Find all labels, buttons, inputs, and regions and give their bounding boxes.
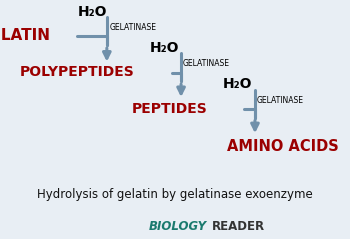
Text: H₂O: H₂O	[150, 41, 180, 55]
Text: H₂O: H₂O	[78, 5, 107, 19]
Text: GELATINASE: GELATINASE	[109, 23, 156, 32]
Text: Hydrolysis of gelatin by gelatinase exoenzyme: Hydrolysis of gelatin by gelatinase exoe…	[37, 188, 313, 201]
Text: AMINO ACIDS: AMINO ACIDS	[227, 139, 339, 154]
Text: POLYPEPTIDES: POLYPEPTIDES	[20, 65, 134, 79]
Text: GELATINASE: GELATINASE	[257, 96, 304, 105]
Text: PEPTIDES: PEPTIDES	[131, 102, 207, 116]
Text: READER: READER	[212, 220, 265, 233]
Text: H₂O: H₂O	[223, 77, 252, 92]
Text: BIOLOGY: BIOLOGY	[149, 220, 207, 233]
Text: GELATIN: GELATIN	[0, 28, 50, 43]
Text: GELATINASE: GELATINASE	[183, 60, 230, 68]
